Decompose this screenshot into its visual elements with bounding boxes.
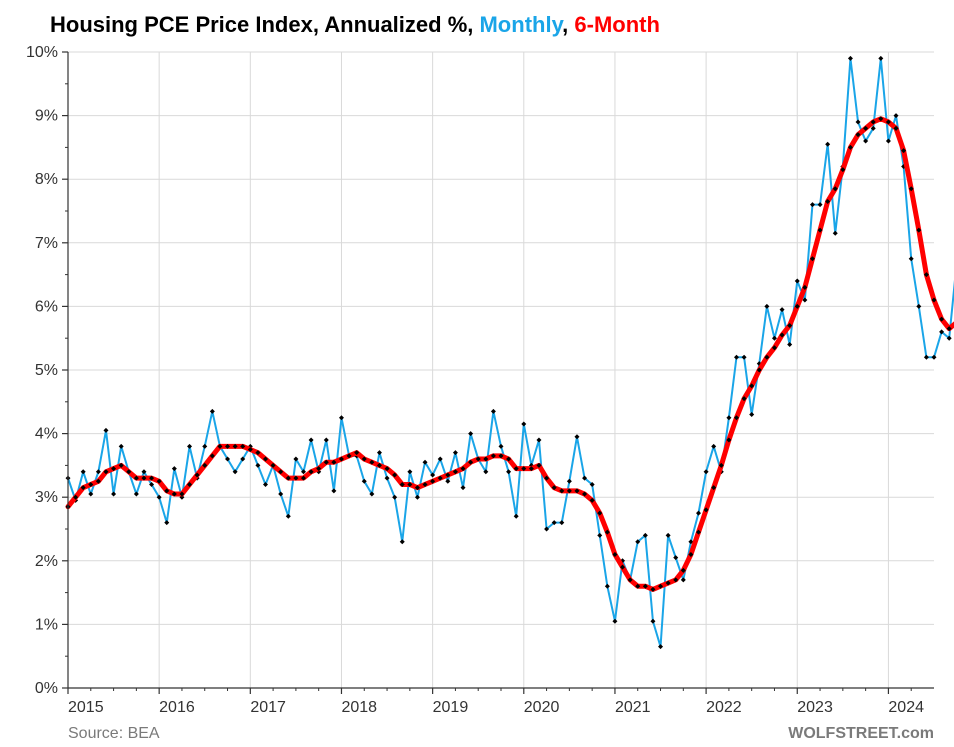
grid	[68, 52, 934, 688]
series-monthly	[66, 56, 954, 649]
x-tick-label: 2021	[615, 699, 651, 716]
y-tick-label: 9%	[35, 108, 58, 125]
brand-label: WOLFSTREET.com	[788, 725, 934, 742]
x-tick-label: 2019	[433, 699, 469, 716]
y-tick-label: 6%	[35, 298, 58, 315]
y-tick-label: 2%	[35, 553, 58, 570]
source-label: Source: BEA	[68, 725, 160, 742]
y-tick-label: 0%	[35, 680, 58, 697]
y-tick-label: 5%	[35, 362, 58, 379]
y-tick-label: 8%	[35, 171, 58, 188]
chart-container: Housing PCE Price Index, Annualized %, M…	[0, 0, 954, 747]
x-tick-label: 2016	[159, 699, 195, 716]
chart-svg: 0% 1% 2% 3% 4% 5% 6% 7% 8% 9% 10% 2015 2016 2017 2018 2…	[0, 0, 954, 747]
x-tick-label: 2015	[68, 699, 104, 716]
x-tick-label: 2020	[524, 699, 560, 716]
y-tick-label: 10%	[26, 44, 58, 61]
y-tick-label: 4%	[35, 426, 58, 443]
x-tick-label: 2024	[888, 699, 924, 716]
y-tick-label: 7%	[35, 235, 58, 252]
y-tick-label: 3%	[35, 489, 58, 506]
x-tick-label: 2023	[797, 699, 833, 716]
series-six_month	[66, 116, 954, 592]
y-tick-label: 1%	[35, 616, 58, 633]
x-tick-label: 2022	[706, 699, 742, 716]
x-tick-label: 2017	[250, 699, 286, 716]
x-tick-label: 2018	[341, 699, 377, 716]
